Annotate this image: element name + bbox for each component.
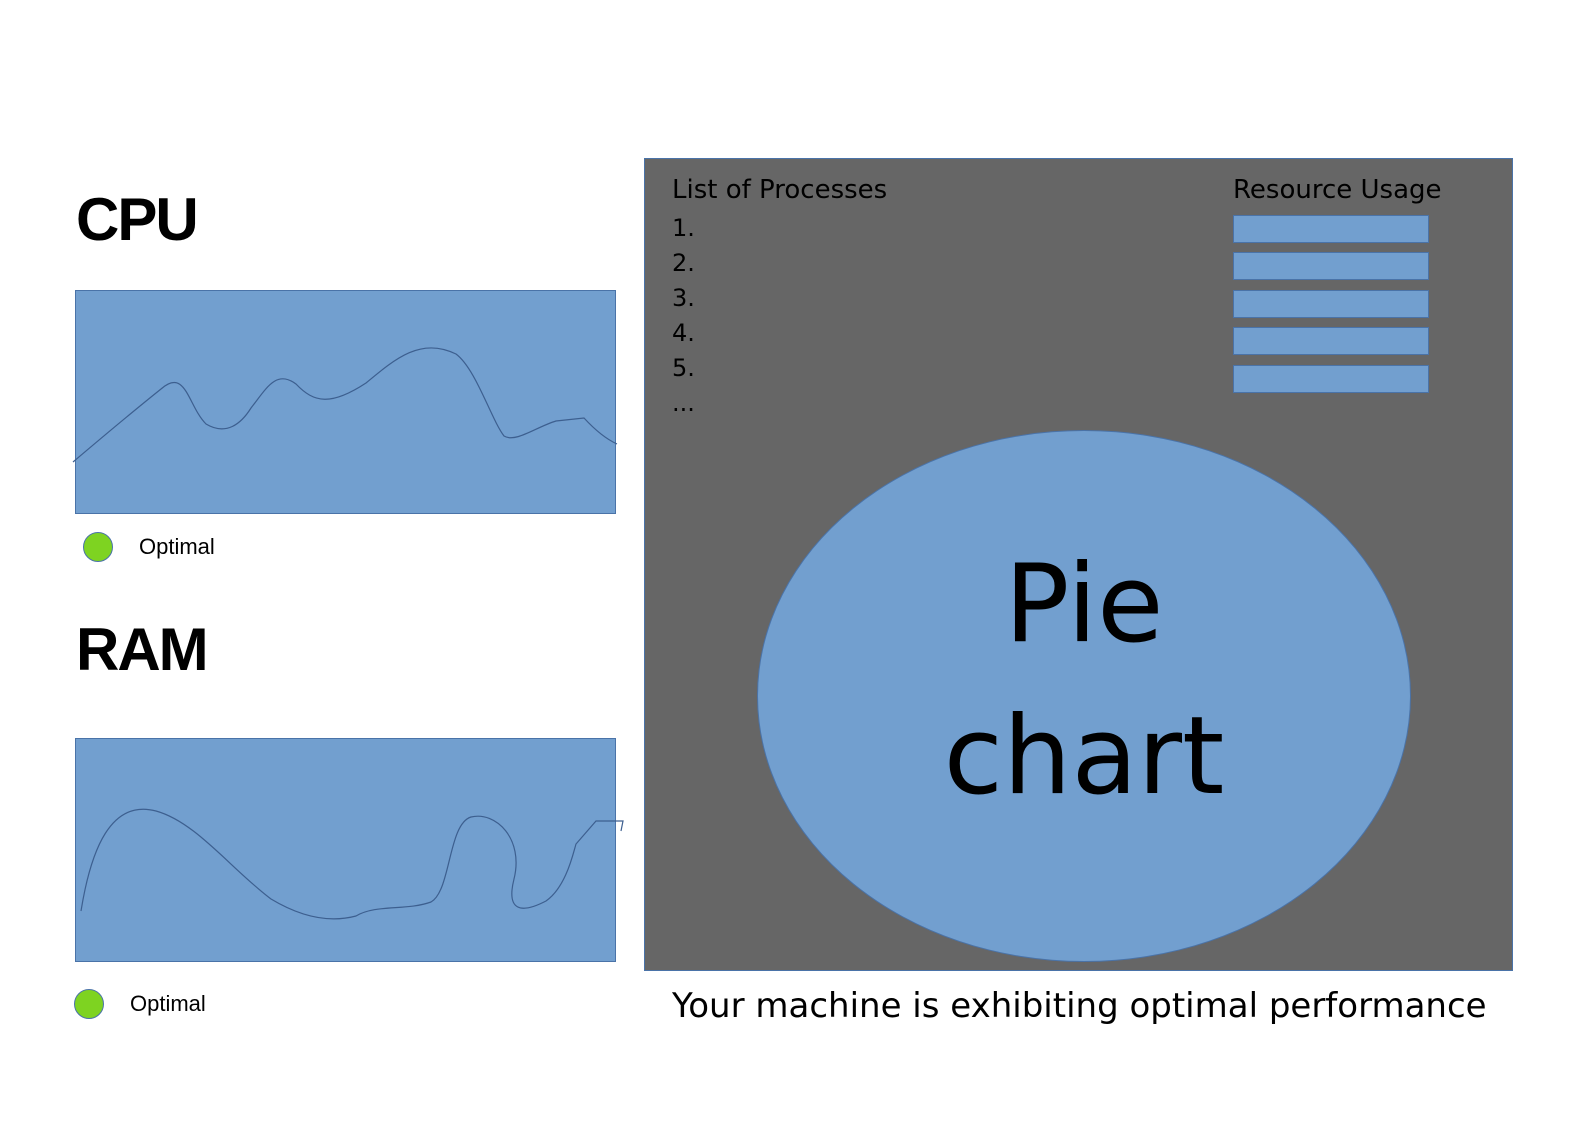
resource-usage-bar <box>1233 327 1429 355</box>
resource-usage-bar <box>1233 215 1429 243</box>
process-panel: List of Processes 1. 2. 3. 4. 5. ... Res… <box>644 158 1513 971</box>
ram-status: Optimal <box>74 989 206 1019</box>
ram-title: RAM <box>76 616 209 683</box>
cpu-title: CPU <box>76 186 199 253</box>
process-list-title: List of Processes <box>672 175 888 205</box>
resource-usage-bar <box>1233 365 1429 393</box>
cpu-status-label: Optimal <box>139 534 215 559</box>
status-dot-icon <box>83 532 113 562</box>
process-list-item[interactable]: 2. <box>672 249 695 277</box>
pie-chart-label-line2: chart <box>943 694 1225 819</box>
cpu-status: Optimal <box>83 532 215 562</box>
cpu-usage-line <box>72 347 618 463</box>
resource-usage-title: Resource Usage <box>1233 175 1442 205</box>
process-list-item[interactable]: 4. <box>672 319 695 347</box>
ram-usage-graph <box>75 738 624 962</box>
process-list-item[interactable]: 5. <box>672 354 695 382</box>
process-list-item[interactable]: 3. <box>672 284 695 312</box>
process-list-more: ... <box>672 389 695 417</box>
resource-usage-bar <box>1233 290 1429 318</box>
pie-chart: Pie chart <box>757 430 1411 962</box>
process-list: 1. 2. 3. 4. 5. ... <box>672 211 695 421</box>
status-dot-icon <box>74 989 104 1019</box>
ram-usage-line <box>80 808 624 920</box>
performance-message: Your machine is exhibiting optimal perfo… <box>672 986 1487 1026</box>
resource-usage-bar <box>1233 252 1429 280</box>
cpu-usage-graph <box>72 290 618 514</box>
process-list-item[interactable]: 1. <box>672 214 695 242</box>
pie-chart-label-line1: Pie <box>1004 542 1164 667</box>
ram-status-label: Optimal <box>130 991 206 1016</box>
